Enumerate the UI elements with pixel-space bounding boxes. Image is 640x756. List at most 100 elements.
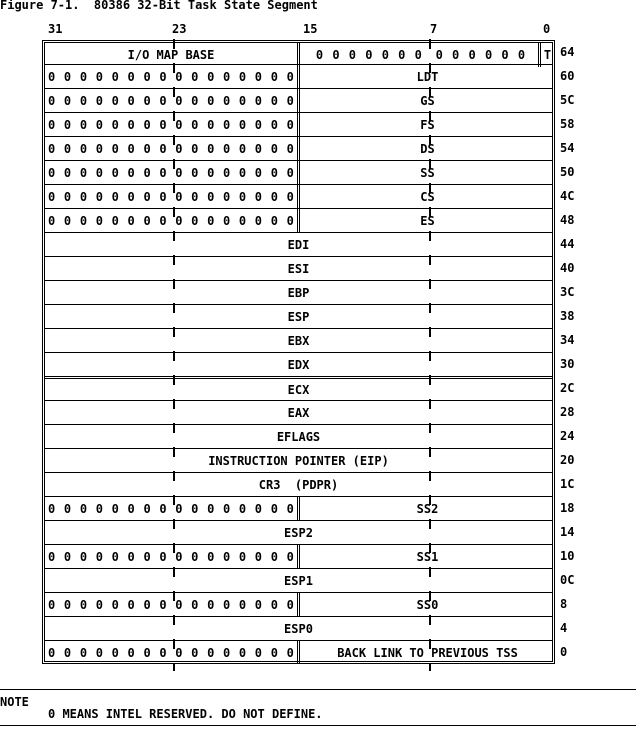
reserved-bit: 0 [222, 501, 231, 516]
reserved-bit: 0 [127, 645, 135, 660]
reserved-bit: 0 [143, 141, 151, 156]
reserved-bit: 0 [270, 189, 278, 204]
offset-label: 0C [560, 573, 575, 587]
reserved-bit: 0 [254, 213, 263, 228]
bit-label-7: 7 [430, 22, 438, 36]
reserved-bit: 0 [191, 501, 199, 516]
reserved-bit: 0 [286, 165, 294, 180]
reserved-bit: 0 [175, 501, 183, 516]
tss-row-2C: ECX [45, 376, 552, 400]
tss-row-20: INSTRUCTION POINTER (EIP) [45, 448, 552, 472]
reserved-bit: 0 [175, 189, 183, 204]
reserved-bit: 0 [254, 645, 263, 660]
tss-row-8: 0 0 0 0 0 0 0 0 0 0 0 0 0 0 0 0 SS0 [45, 592, 552, 616]
tss-row-54: 0 0 0 0 0 0 0 0 0 0 0 0 0 0 0 0 DS [45, 136, 552, 160]
reserved-bit: 0 [127, 165, 135, 180]
reserved-bit: 0 [207, 213, 215, 228]
reserved-bit: 0 [127, 597, 135, 612]
reserved-bit: 0 [175, 93, 183, 108]
reserved-bit: 0 [159, 165, 167, 180]
reserved-bit: 0 [63, 165, 72, 180]
reserved-bit: 0 [111, 501, 119, 516]
offset-label: 18 [560, 501, 575, 515]
reserved-bit: 0 [175, 549, 183, 564]
reserved-bit: 0 [191, 117, 199, 132]
reserved-bit: 0 [63, 93, 72, 108]
reserved-bit: 0 [79, 549, 88, 564]
reserved-bit: 0 [79, 213, 88, 228]
offset-label: 14 [560, 525, 575, 539]
reserved-bit: 0 [79, 165, 88, 180]
reserved-bit: 0 [127, 213, 135, 228]
note-heading: NOTE [0, 695, 29, 709]
reserved-bit: 0 [63, 117, 72, 132]
reserved-bit: 0 [111, 141, 119, 156]
reserved-bit: 0 [207, 501, 215, 516]
reserved-bit: 0 [63, 69, 72, 84]
reserved-bit: 0 [143, 597, 151, 612]
reserved-bit: 0 [286, 93, 294, 108]
offset-label: 60 [560, 69, 575, 83]
reserved-bit: 0 [222, 69, 231, 84]
reserved-bit: 0 [238, 117, 247, 132]
reserved-bit: 0 [270, 597, 278, 612]
reserved-bit: 0 [48, 549, 56, 564]
reserved-bit: 0 [159, 141, 167, 156]
reserved-bit: 0 [127, 549, 135, 564]
tss-row-24: EFLAGS [45, 424, 552, 448]
reserved-bit: 0 [95, 141, 103, 156]
reserved-bit: 0 [79, 117, 88, 132]
reserved-bit: 0 [95, 93, 103, 108]
reserved-bit: 0 [79, 93, 88, 108]
reserved-bit: 0 [63, 549, 72, 564]
offset-label: 48 [560, 213, 575, 227]
reserved-bit: 0 [48, 189, 56, 204]
tss-row-60: 0 0 0 0 0 0 0 0 0 0 0 0 0 0 0 0 LDT [45, 64, 552, 88]
reserved-bit: 0 [143, 213, 151, 228]
offset-label: 50 [560, 165, 575, 179]
reserved-bit: 0 [95, 213, 103, 228]
reserved-bit: 0 [127, 501, 135, 516]
field-label: BACK LINK TO PREVIOUS TSS [337, 645, 518, 660]
reserved-bit: 0 [191, 165, 199, 180]
tss-row-10: 0 0 0 0 0 0 0 0 0 0 0 0 0 0 0 0 SS1 [45, 544, 552, 568]
reserved-bit: 0 [159, 69, 167, 84]
reserved-bit: 0 [143, 93, 151, 108]
tss-row-5C: 0 0 0 0 0 0 0 0 0 0 0 0 0 0 0 0 GS [45, 88, 552, 112]
offset-label: 4 [560, 621, 568, 635]
offset-label: 3C [560, 285, 575, 299]
field-label: DS [420, 141, 435, 156]
reserved-bit: 0 [79, 501, 88, 516]
reserved-bit: 0 [191, 189, 199, 204]
figure-title: Figure 7-1. 80386 32-Bit Task State Segm… [0, 0, 318, 12]
offset-label: 10 [560, 549, 575, 563]
reserved-bit: 0 [143, 645, 151, 660]
tss-row-18: 0 0 0 0 0 0 0 0 0 0 0 0 0 0 0 0 SS2 [45, 496, 552, 520]
tss-row-0: 0 0 0 0 0 0 0 0 0 0 0 0 0 0 0 0 BACK LINK TO PREVIOUS TS… [45, 640, 552, 664]
reserved-bit: 0 [159, 645, 167, 660]
reserved-bit: 0 [143, 501, 151, 516]
field-label: EBX [287, 333, 310, 348]
tss-row-50: 0 0 0 0 0 0 0 0 0 0 0 0 0 0 0 0 SS [45, 160, 552, 184]
reserved-bit: 0 [270, 549, 278, 564]
reserved-bit: 0 [286, 117, 294, 132]
reserved-bit: 0 [127, 69, 135, 84]
offset-label: 44 [560, 237, 575, 251]
bit-7-tick [429, 39, 431, 671]
reserved-bit: 0 [238, 165, 247, 180]
reserved-bit: 0 [127, 93, 135, 108]
reserved-bit: 0 [79, 141, 88, 156]
reserved-bit: 0 [254, 549, 263, 564]
reserved-bit: 0 [207, 597, 215, 612]
reserved-bit: 0 [270, 141, 278, 156]
field-label: CR3 (PDPR) [258, 477, 339, 492]
tss-row-44: EDI [45, 232, 552, 256]
reserved-bit: 0 [79, 597, 88, 612]
tss-row-14: ESP2 [45, 520, 552, 544]
reserved-bit: 0 [207, 69, 215, 84]
reserved-bit: 0 [63, 213, 72, 228]
